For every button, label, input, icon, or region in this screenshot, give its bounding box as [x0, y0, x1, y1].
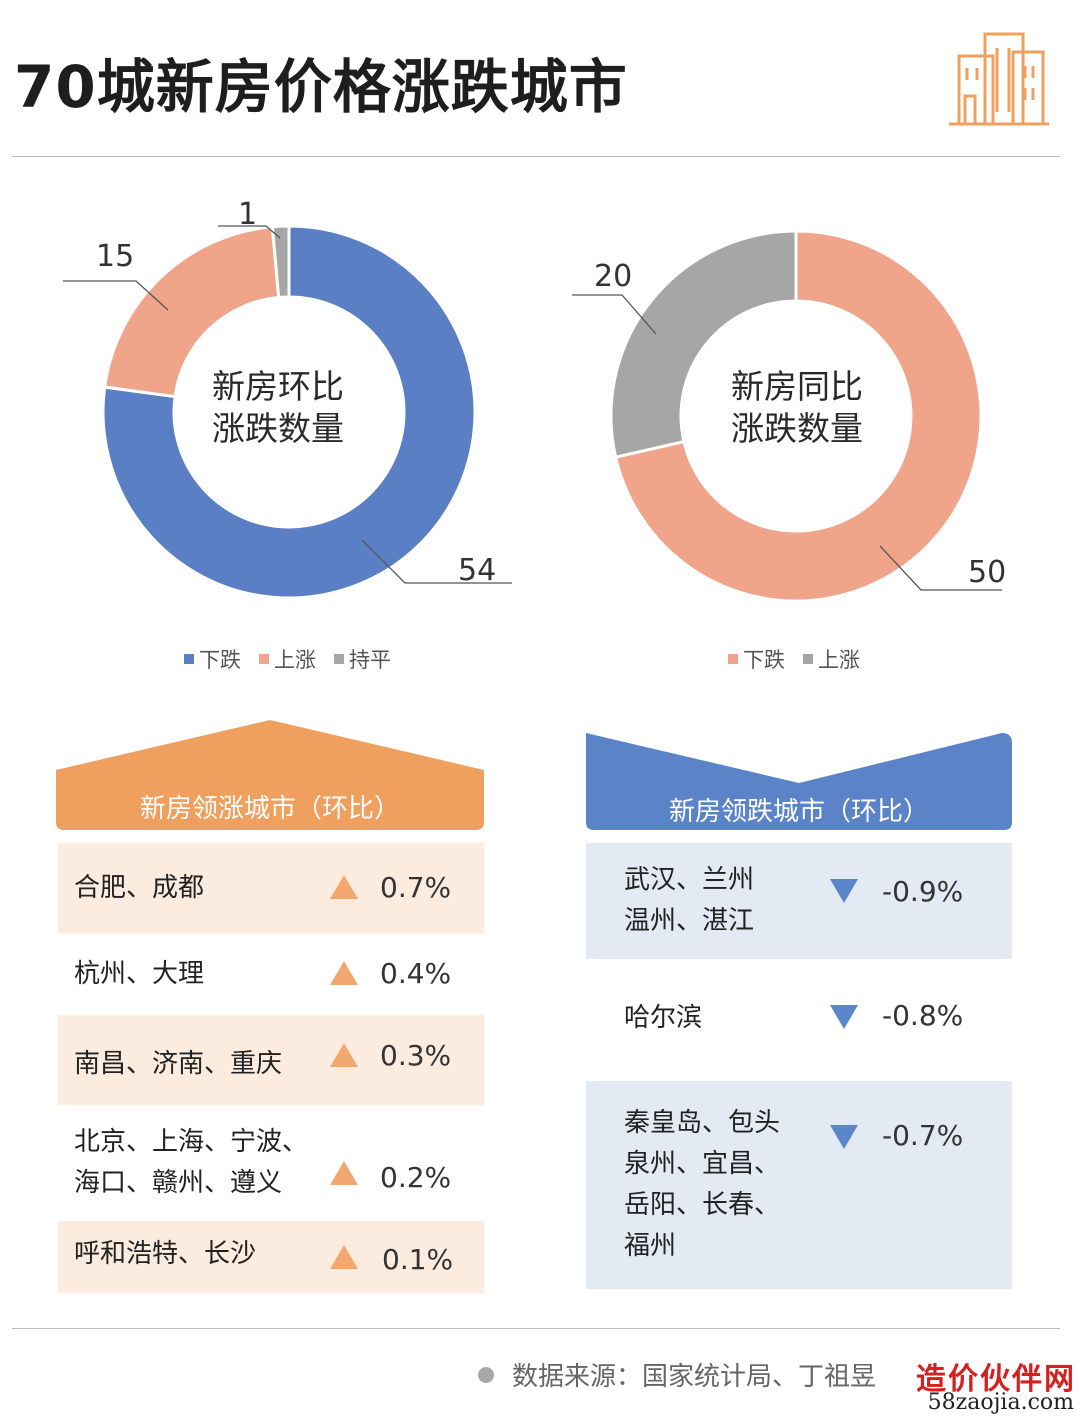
legend-item-1: 下跌 [184, 644, 241, 674]
donut-2-slice-1 [613, 229, 983, 603]
donut-1-leader-line-2 [63, 280, 169, 311]
rise-panel-header: 新房领涨城市（环比） [56, 720, 484, 830]
donut-1-leader-line-1 [361, 539, 512, 584]
percent-change: 0.7% [380, 871, 452, 904]
rise-row-5: 呼和浩特、长沙 0.1% [58, 1221, 484, 1293]
donut-2-leader-line-1 [879, 545, 1002, 591]
fall-row-3: 秦皇岛、包头 泉州、宜昌、 岳阳、长春、 福州 -0.7% [586, 1081, 1012, 1289]
donut-1-data-label-1: 54 [458, 553, 496, 588]
footer-source: 数据来源：国家统计局、丁祖昱 [478, 1356, 876, 1393]
donut-charts: 54 15 1 50 20 [63, 197, 1006, 603]
rise-row-4: 北京、上海、宁波、 海口、赣州、遵义 0.2% [58, 1105, 484, 1221]
up-triangle-icon [330, 1161, 358, 1185]
donut-1-data-label-2: 15 [96, 239, 134, 274]
city-list: 呼和浩特、长沙 [74, 1238, 257, 1269]
legend-item-2: 上涨 [259, 644, 316, 674]
rise-row-1: 合肥、成都 0.7% [58, 843, 484, 933]
donut-1-data-label-3: 1 [238, 197, 257, 232]
legend-item-3: 持平 [334, 644, 391, 674]
city-list: 南昌、济南、重庆 [74, 1048, 283, 1079]
brand-name: 造价伙伴网 [916, 1362, 1076, 1397]
donut-2-data-label-2: 20 [594, 259, 632, 294]
donut-1-slice-3 [270, 224, 291, 300]
city-list: 北京、上海、宁波、 海口、赣州、遵义 [74, 1127, 309, 1198]
percent-change: -0.8% [882, 999, 964, 1032]
bottom-divider [12, 1328, 1060, 1329]
percent-change: -0.7% [882, 1119, 964, 1152]
fall-panel-header: 新房领跌城市（环比） [586, 733, 1012, 830]
city-list: 哈尔滨 [624, 1002, 703, 1033]
percent-change: 0.1% [382, 1243, 454, 1276]
down-triangle-icon [830, 879, 858, 903]
donut-2-leader-line-2 [572, 294, 657, 335]
fall-panel-title: 新房领跌城市（环比） [668, 797, 929, 827]
city-list: 杭州、大理 [74, 958, 205, 989]
percent-change: 0.3% [380, 1039, 452, 1072]
percent-change: 0.2% [380, 1161, 452, 1194]
top-divider [12, 156, 1060, 157]
city-list: 武汉、兰州 温州、湛江 [624, 865, 755, 936]
percent-change: 0.4% [380, 957, 452, 990]
up-triangle-icon [330, 961, 358, 985]
legend-item-2: 上涨 [803, 644, 860, 674]
city-list: 秦皇岛、包头 泉州、宜昌、 岳阳、长春、 福州 [624, 1108, 781, 1261]
brand-url: 58zaojia.com [927, 1390, 1074, 1415]
page-title: 70城新房价格涨跌城市 [14, 53, 628, 121]
brand-watermark: 造价伙伴网 58zaojia.com [898, 1352, 1080, 1421]
donut-2-slice-2 [609, 229, 798, 459]
source-text: 数据来源：国家统计局、丁祖昱 [512, 1362, 877, 1392]
up-triangle-icon [330, 875, 358, 899]
rise-row-2: 杭州、大理 0.4% [58, 933, 484, 1015]
up-triangle-icon [330, 1043, 358, 1067]
donut-1-legend: 下跌 上涨 持平 [184, 644, 391, 674]
legend-item-1: 下跌 [728, 644, 785, 674]
donut-1-leader-line-3 [218, 225, 281, 239]
down-triangle-icon [830, 1005, 858, 1029]
down-triangle-icon [830, 1125, 858, 1149]
fall-row-2: 哈尔滨 -0.8% [586, 973, 1012, 1063]
bullet-dot-icon [478, 1366, 494, 1383]
donut-1-center-label: 新房环比 涨跌数量 [212, 367, 344, 448]
donut-2-data-label-1: 50 [968, 555, 1006, 590]
donut-1-slice-1 [101, 224, 477, 600]
rise-row-3: 南昌、济南、重庆 0.3% [58, 1015, 484, 1105]
up-triangle-icon [330, 1245, 358, 1269]
donut-2-center-label: 新房同比 涨跌数量 [731, 367, 863, 448]
donut-2-legend: 下跌 上涨 [728, 644, 860, 674]
percent-change: -0.9% [882, 875, 964, 908]
rise-panel-title: 新房领涨城市（环比） [139, 794, 400, 824]
building-icon [949, 32, 1049, 126]
city-list: 合肥、成都 [74, 872, 205, 903]
fall-row-1: 武汉、兰州 温州、湛江 -0.9% [586, 843, 1012, 959]
